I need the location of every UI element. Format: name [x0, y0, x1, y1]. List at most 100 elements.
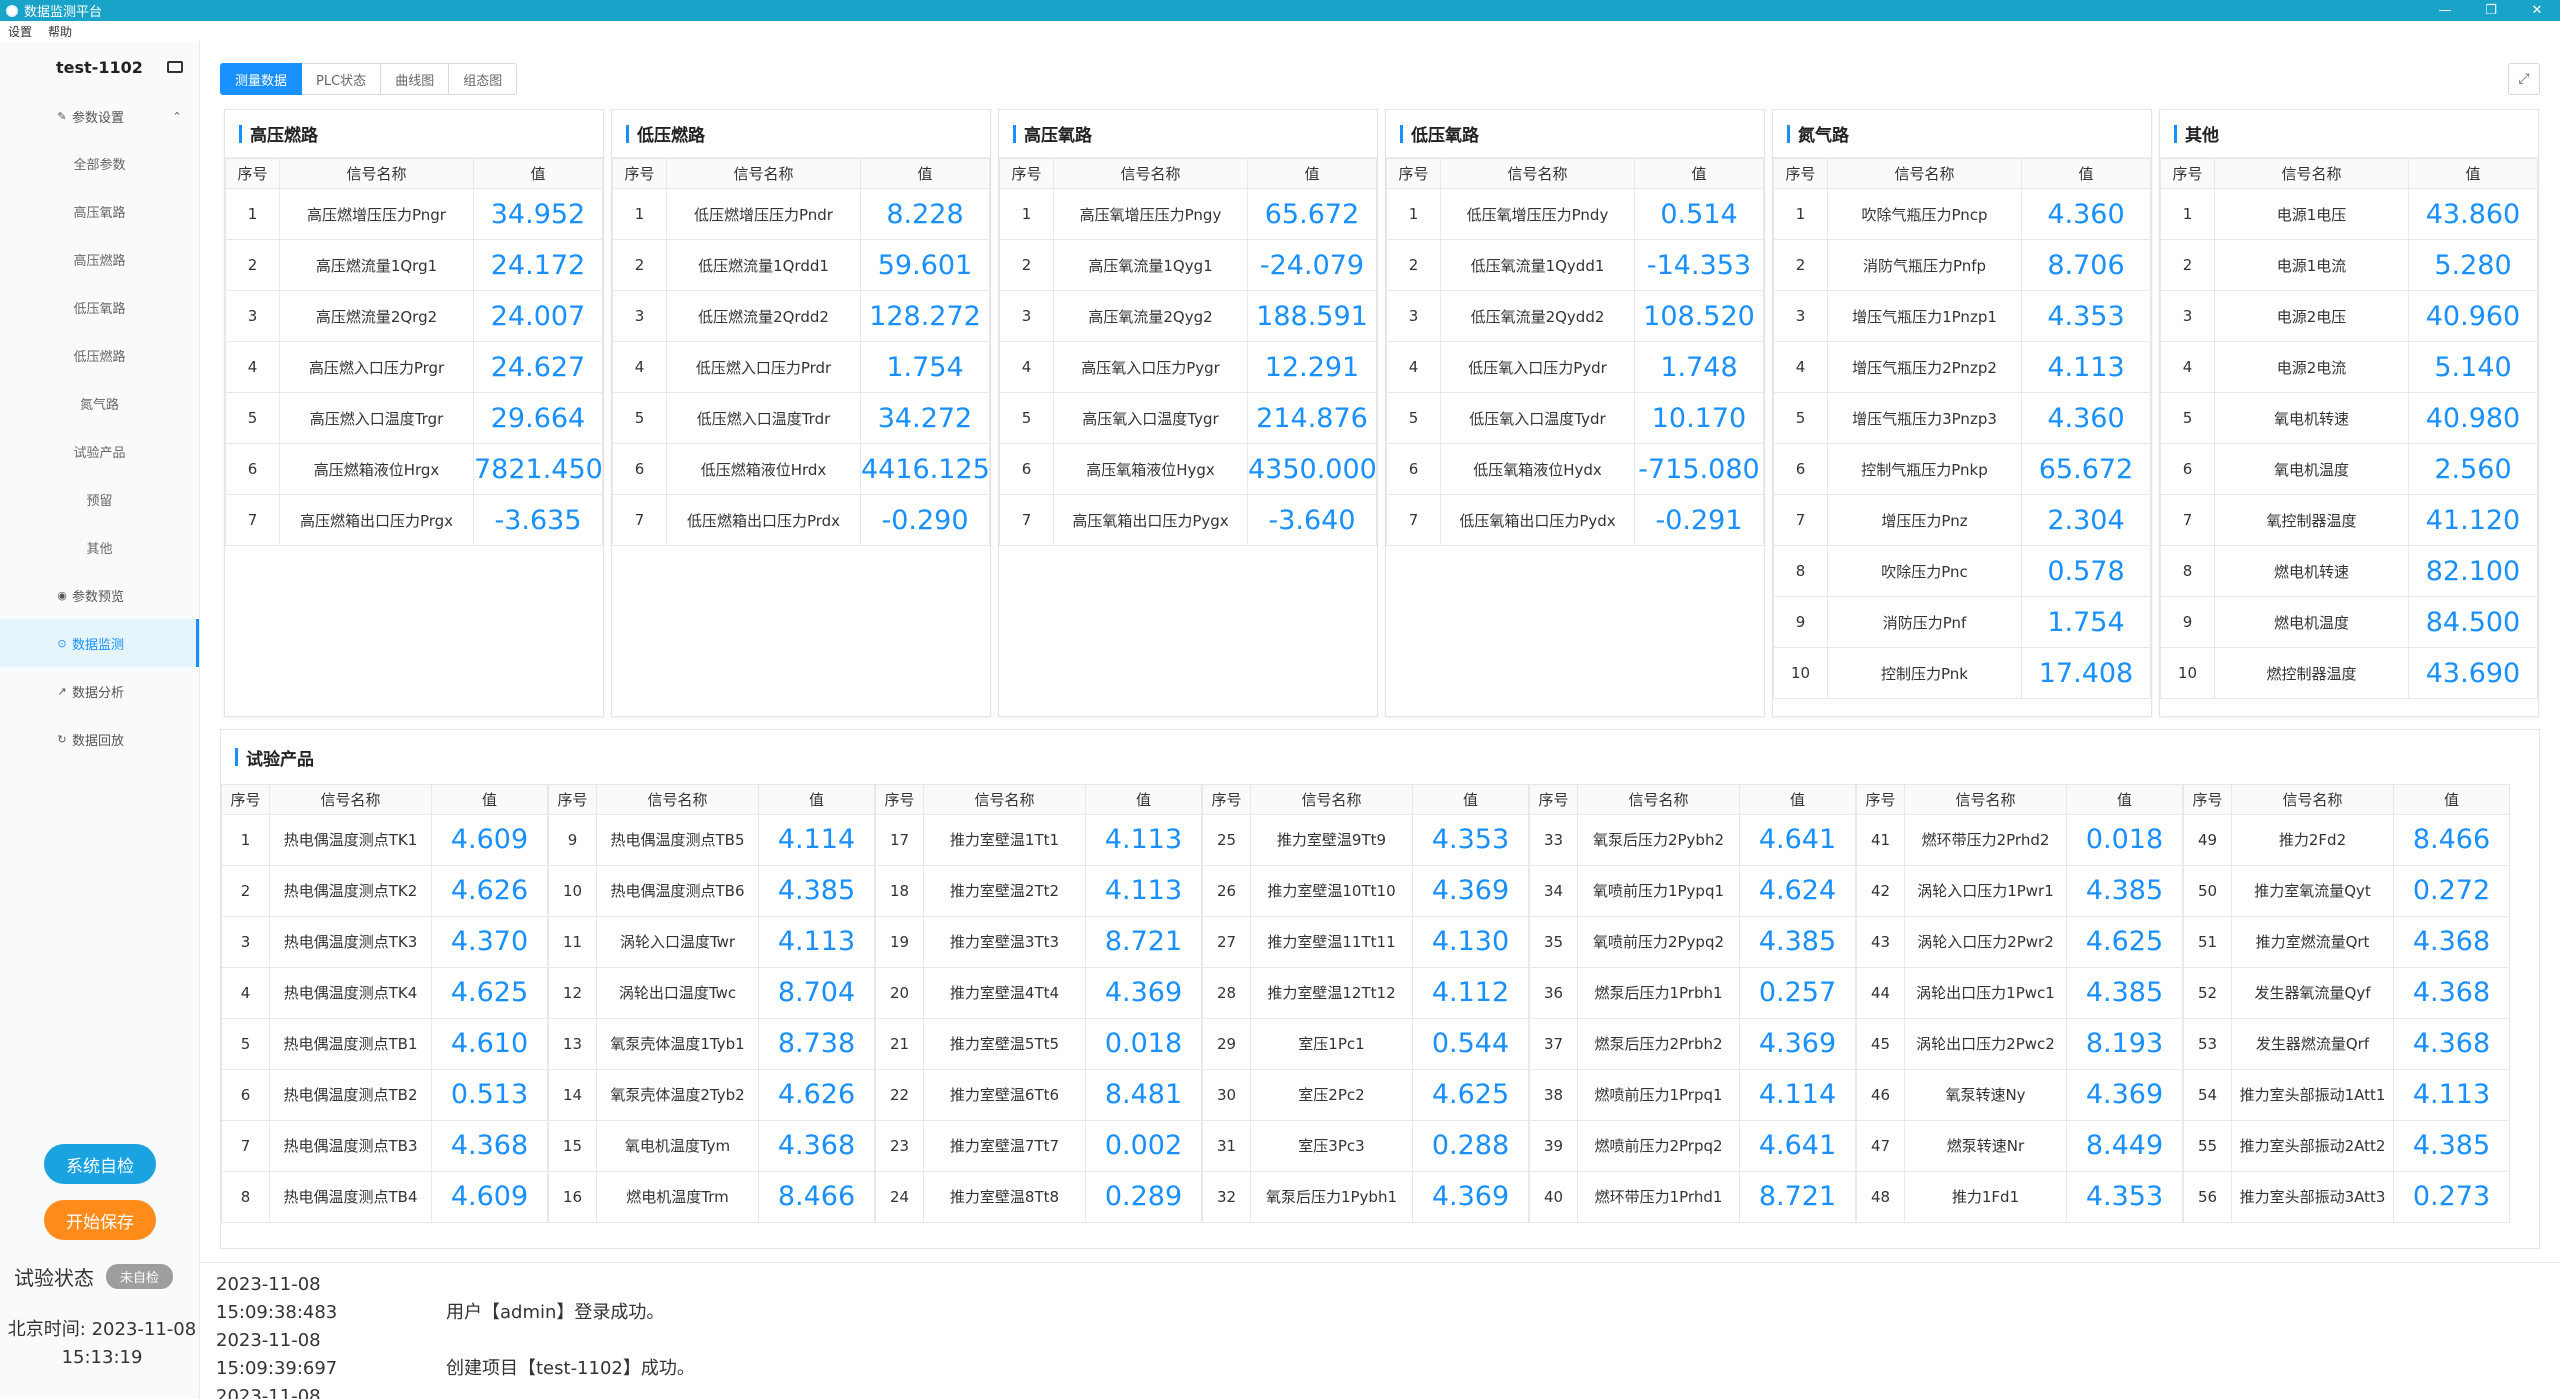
row-no: 3	[612, 290, 667, 342]
signal-value: 8.481	[1085, 1069, 1202, 1121]
nav-data-replay[interactable]: ↻ 数据回放	[0, 715, 199, 763]
row-no: 6	[225, 443, 280, 495]
start-save-button[interactable]: 开始保存	[44, 1200, 156, 1240]
nav-product[interactable]: 试验产品	[73, 445, 126, 461]
table-row: 56 推力室头部振动3Att3 0.273	[2183, 1171, 2510, 1223]
table-row: 6 低压燃箱液位Hrdx 4416.125	[612, 443, 990, 495]
signal-name: 推力室头部振动3Att3	[2231, 1171, 2394, 1223]
tab-config[interactable]: 组态图	[449, 63, 518, 95]
table-row: 36 燃泵后压力1Prbh1 0.257	[1529, 967, 1856, 1019]
row-no: 6	[1386, 443, 1441, 495]
row-no: 6	[221, 1069, 270, 1121]
col-value: 值	[1739, 784, 1856, 815]
test-status: 试验状态 未自检	[14, 1262, 174, 1291]
signal-value: 4.113	[1085, 865, 1202, 917]
menu-help[interactable]: 帮助	[48, 24, 73, 39]
nav-high-oxy[interactable]: 高压氧路	[73, 205, 126, 221]
signal-name: 燃泵转速Nr	[1904, 1120, 2067, 1172]
table-row: 4 电源2电流 5.140	[2160, 341, 2538, 393]
folder-open-icon[interactable]	[167, 61, 183, 73]
table-row: 5 增压气瓶压力3Pnzp3 4.360	[1773, 392, 2151, 444]
col-name: 信号名称	[666, 158, 861, 189]
menu-settings[interactable]: 设置	[8, 24, 33, 39]
signal-value: 8.466	[2393, 814, 2510, 866]
row-no: 43	[1856, 916, 1905, 968]
expand-icon[interactable]: ⤢	[2508, 63, 2540, 95]
signal-value: 4.609	[431, 1171, 548, 1223]
signal-value: 8.721	[1739, 1171, 1856, 1223]
main-area: 测量数据 PLC状态 曲线图 组态图 ⤢ 高压燃路 序号 信号名称值 1 高压燃增压…	[200, 41, 2560, 1255]
tab-curve[interactable]: 曲线图	[381, 63, 450, 95]
signal-name: 高压氧增压压力Pngy	[1053, 188, 1248, 240]
product-table: 序号 信号名称值 9 热电偶温度测点TB5 4.114 10 热电偶温度测点TB6…	[548, 784, 875, 1223]
signal-name: 推力室壁温10Tt10	[1250, 865, 1413, 917]
signal-name: 燃喷前压力2Prpq2	[1577, 1120, 1740, 1172]
nav-param-settings[interactable]: ✎ 参数设置 ⌃	[0, 93, 199, 139]
nav-data-analysis-label: 数据分析	[72, 685, 125, 701]
maximize-button[interactable]: ❐	[2485, 3, 2497, 18]
product-column: 序号 信号名称值 33 氧泵后压力2Pybh2 4.641 34 氧喷前压力1Py…	[1529, 784, 1856, 1223]
signal-value: 4.114	[1739, 1069, 1856, 1121]
table-row: 50 推力室氧流量Qyt 0.272	[2183, 865, 2510, 917]
signal-value: 4.353	[2021, 290, 2151, 342]
signal-value: 65.672	[1247, 188, 1377, 240]
signal-table: 序号 信号名称值 1 低压氧增压压力Pndy 0.514 2 低压氧流量1Qydd…	[1386, 158, 1764, 546]
tab-plc-status[interactable]: PLC状态	[302, 63, 382, 95]
signal-name: 热电偶温度测点TB3	[269, 1120, 432, 1172]
signal-value: -3.640	[1247, 494, 1377, 546]
signal-name: 室压3Pc3	[1250, 1120, 1413, 1172]
nav-reserved[interactable]: 预留	[86, 493, 113, 509]
nav-data-analysis[interactable]: ↗ 数据分析	[0, 667, 199, 715]
minimize-button[interactable]: —	[2438, 3, 2452, 18]
col-value: 值	[431, 784, 548, 815]
nav-other[interactable]: 其他	[86, 541, 113, 557]
tab-measure-data[interactable]: 测量数据	[220, 63, 303, 95]
signal-value: 0.514	[1634, 188, 1764, 240]
signal-name: 氧泵壳体温度1Tyb1	[596, 1018, 759, 1070]
log-entry: 2023-11-08 15:09:39:697 创建项目【test-1102】成功…	[216, 1327, 2560, 1383]
table-row: 5 高压燃入口温度Trgr 29.664	[225, 392, 603, 444]
row-no: 2	[221, 865, 270, 917]
table-row: 12 涡轮出口温度Twc 8.704	[548, 967, 875, 1019]
row-no: 51	[2183, 916, 2232, 968]
self-check-button[interactable]: 系统自检	[44, 1144, 156, 1184]
nav-data-monitor[interactable]: ⊙ 数据监测	[0, 619, 199, 667]
table-row: 23 推力室壁温7Tt7 0.002	[875, 1120, 1202, 1172]
signal-name: 氧电机转速	[2214, 392, 2409, 444]
test-status-label: 试验状态	[14, 1266, 94, 1290]
row-no: 23	[875, 1120, 924, 1172]
nav-low-fuel[interactable]: 低压燃路	[73, 349, 126, 365]
signal-name: 氧电机温度Tym	[596, 1120, 759, 1172]
row-no: 3	[2160, 290, 2215, 342]
signal-value: 4.368	[758, 1120, 875, 1172]
signal-name: 推力室壁温6Tt6	[923, 1069, 1086, 1121]
edit-icon: ✎	[57, 109, 67, 123]
signal-value: 5.280	[2408, 239, 2538, 291]
row-no: 9	[548, 814, 597, 866]
signal-value: 0.018	[2066, 814, 2183, 866]
signal-value: 4.368	[2393, 1018, 2510, 1070]
table-row: 40 燃环带压力1Prhd1 8.721	[1529, 1171, 1856, 1223]
nav-low-oxy[interactable]: 低压氧路	[73, 301, 126, 317]
signal-value: 1.754	[2021, 596, 2151, 648]
signal-name: 电源2电流	[2214, 341, 2409, 393]
log-timestamp: 2023-11-08 15:09:38:483	[216, 1274, 338, 1323]
col-name: 信号名称	[1053, 158, 1248, 189]
nav-nitrogen[interactable]: 氮气路	[79, 397, 119, 413]
row-no: 7	[2160, 494, 2215, 546]
table-row: 20 推力室壁温4Tt4 4.369	[875, 967, 1202, 1019]
close-button[interactable]: ✕	[2531, 3, 2543, 18]
nav-param-preview[interactable]: ◉ 参数预览	[0, 571, 199, 619]
nav-high-fuel[interactable]: 高压燃路	[73, 253, 126, 269]
table-row: 7 低压氧箱出口压力Pydx -0.291	[1386, 494, 1764, 546]
table-row: 5 低压燃入口温度Trdr 34.272	[612, 392, 990, 444]
table-row: 3 高压燃流量2Qrg2 24.007	[225, 290, 603, 342]
signal-name: 燃喷前压力1Prpq1	[1577, 1069, 1740, 1121]
table-row: 47 燃泵转速Nr 8.449	[1856, 1120, 2183, 1172]
row-no: 31	[1202, 1120, 1251, 1172]
nav-data-replay-label: 数据回放	[72, 733, 125, 749]
col-no: 序号	[612, 158, 667, 189]
product-panel-title: 试验产品	[221, 730, 2539, 784]
nav-all-params[interactable]: 全部参数	[73, 157, 126, 173]
signal-name: 热电偶温度测点TB4	[269, 1171, 432, 1223]
